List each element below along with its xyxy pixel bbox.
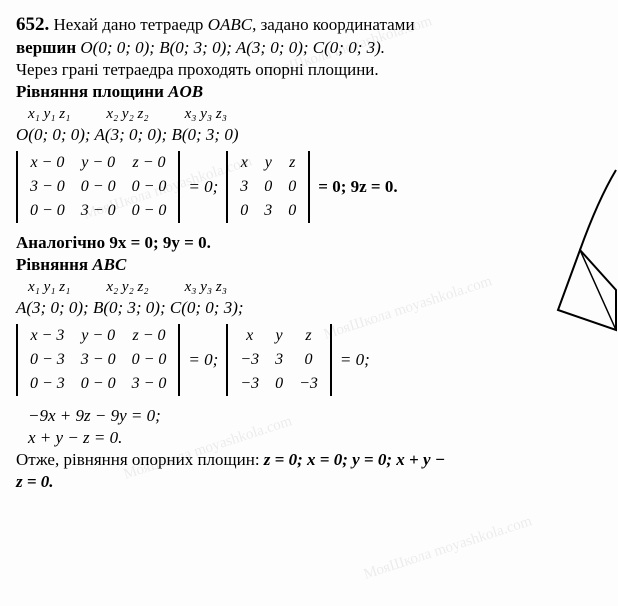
problem-number: 652.	[16, 14, 49, 35]
vertices: O(0; 0; 0); B(0; 3; 0); A(3; 0; 0); C(0;…	[80, 38, 385, 57]
tetra-name: OABC	[208, 15, 252, 34]
watermark: МояШкола moyashkola.com	[362, 513, 535, 584]
final2: z = 0; x = 0; y = 0; x + y −	[264, 450, 445, 469]
det1b: xyz 300 030	[226, 151, 310, 223]
plane-abc: ABC	[92, 255, 126, 274]
plane-abc-line: Рівняння ABC	[16, 255, 536, 275]
sub-c1: x₁ y₁ z₁	[28, 106, 70, 123]
points-row-2: A(3; 0; 0); B(0; 3; 0); C(0; 0; 3);	[16, 298, 536, 318]
line-2: вершин O(0; 0; 0); B(0; 3; 0); A(3; 0; 0…	[16, 38, 536, 58]
plane-aob-label: Рівняння площини	[16, 82, 168, 101]
analog-line: Аналогічно 9x = 0; 9y = 0.	[16, 233, 536, 253]
final1: Отже, рівняння опорних площин:	[16, 450, 264, 469]
det1: x − 0y − 0z − 0 3 − 00 − 00 − 0 0 − 03 −…	[16, 151, 180, 223]
eq-sep: = 0;	[188, 177, 218, 197]
determinant-row-2: x − 3y − 0z − 0 0 − 33 − 00 − 0 0 − 30 −…	[16, 324, 536, 396]
eq1: −9x + 9z − 9y = 0;	[28, 406, 536, 426]
intro-text-2: , задано координатами	[252, 15, 414, 34]
line-4: Рівняння площини AOB	[16, 82, 536, 102]
line-3: Через грані тетраедра проходять опорні п…	[16, 60, 536, 80]
plane-aob: AOB	[168, 82, 203, 101]
sub-c2: x₂ y₂ z₂	[106, 106, 148, 123]
plane-abc-label: Рівняння	[16, 255, 92, 274]
final-line-2: z = 0.	[16, 472, 536, 492]
sub-c3b: x₃ y₃ z₃	[185, 279, 227, 296]
final-line-1: Отже, рівняння опорних площин: z = 0; x …	[16, 450, 536, 470]
det2-tail: = 0;	[340, 350, 370, 370]
sub-c1b: x₁ y₁ z₁	[28, 279, 70, 296]
tetrahedron-figure	[528, 160, 618, 360]
eq-sep-2: = 0;	[188, 350, 218, 370]
line-1: 652. Нехай дано тетраедр OABC, задано ко…	[16, 14, 536, 36]
sub-c2b: x₂ y₂ z₂	[106, 279, 148, 296]
det1-tail: = 0; 9z = 0.	[318, 177, 397, 197]
det2: x − 3y − 0z − 0 0 − 33 − 00 − 0 0 − 30 −…	[16, 324, 180, 396]
points-row-1: O(0; 0; 0); A(3; 0; 0); B(0; 3; 0)	[16, 125, 536, 145]
sub-c3: x₃ y₃ z₃	[185, 106, 227, 123]
vertices-label: вершин	[16, 38, 80, 57]
content: 652. Нехай дано тетраедр OABC, задано ко…	[16, 14, 536, 492]
subscript-row-2: x₁ y₁ z₁ x₂ y₂ z₂ x₃ y₃ z₃	[28, 279, 536, 296]
subscript-row-1: x₁ y₁ z₁ x₂ y₂ z₂ x₃ y₃ z₃	[28, 106, 536, 123]
intro-text-1: Нехай дано тетраедр	[54, 15, 208, 34]
eq2: x + y − z = 0.	[28, 428, 536, 448]
det2b: xyz −330 −30−3	[226, 324, 332, 396]
analog: Аналогічно 9x = 0; 9y = 0.	[16, 233, 211, 252]
determinant-row-1: x − 0y − 0z − 0 3 − 00 − 00 − 0 0 − 03 −…	[16, 151, 536, 223]
